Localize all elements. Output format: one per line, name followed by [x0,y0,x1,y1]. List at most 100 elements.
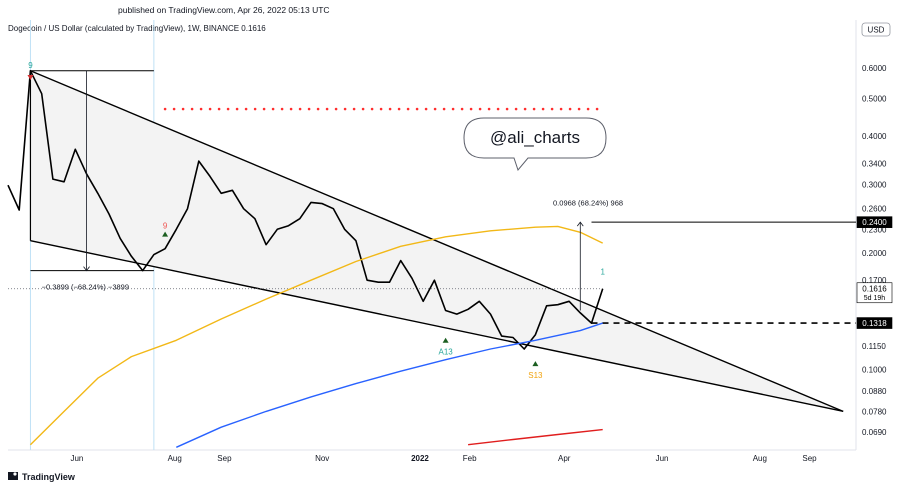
red-dot [307,107,311,111]
signal-arrow-icon [27,74,34,80]
red-dot [298,107,302,111]
x-tick-label: Sep [802,454,817,463]
red-dot [442,107,446,111]
red-dot [253,107,257,111]
price-tag-label-1: 0.1616 [862,284,887,293]
brand-label: TradingView [22,472,76,482]
red-dot [514,107,518,111]
price-tag-sub-1: 5d 19h [864,295,886,302]
red-dot [406,107,410,111]
series-line-0 [7,70,604,350]
annotation-label-2: A13 [439,348,454,357]
red-dot [334,107,338,111]
falling-wedge [29,70,844,413]
y-tick-label: 0.0780 [862,407,887,416]
red-dot [397,107,401,111]
tv-logo-icon [8,472,18,480]
x-tick-label: Sep [217,454,232,463]
red-dot [244,107,248,111]
red-dot [424,107,428,111]
red-dot [379,107,383,111]
red-dot [271,107,275,111]
red-dot [181,107,185,111]
red-dot [262,107,266,111]
series-line-3 [468,428,603,446]
red-dot [541,107,545,111]
red-dot [478,107,482,111]
wedge-lower-line [30,240,844,413]
x-tick-label: Aug [168,454,182,463]
symbol-title: Dogecoin / US Dollar (calculated by Trad… [8,24,266,33]
y-tick-label: 0.6000 [862,64,887,73]
measure-arrow-1 [576,221,584,227]
annotation-label-3: S13 [528,371,543,380]
red-dot [433,107,437,111]
tradingview-logo: TradingView [8,472,76,482]
y-tick-label: 0.1700 [862,276,887,285]
red-dot [316,107,320,111]
x-tick-label: Apr [558,454,571,463]
price-tag-box-1 [856,282,893,304]
measure-label-0: −0.3899 (−68.24%) −3899 [42,282,129,291]
red-dot [226,107,230,111]
published-line: published on TradingView.com, Apr 26, 20… [118,5,330,15]
signal-arrow-icon [532,361,539,367]
red-dot [190,107,194,111]
x-tick-label: Nov [315,454,329,463]
red-dot [460,107,464,111]
red-dot [352,107,356,111]
watermark-text: @ali_charts [490,128,580,147]
red-dot [325,107,329,111]
red-dot [586,107,590,111]
red-dot [388,107,392,111]
price-tag-label-2: 0.1318 [862,319,887,328]
red-dot [361,107,365,111]
price-tags: 0.2400 0.1616 5d 19h 0.1318 [856,216,893,329]
annotation-label-4: 1 [600,267,605,276]
red-dot [199,107,203,111]
y-tick-label: 0.4000 [862,132,887,141]
series-line-2 [176,322,603,448]
series-line-1 [29,225,604,446]
x-tick-label: 2022 [411,454,429,463]
horizontal-lines [8,70,856,324]
signal-arrow-icon [162,231,169,237]
y-tick-label: 0.5000 [862,95,887,104]
x-axis-ticks: Jun Aug Sep Nov 2022 Feb Apr Jun Aug Sep [70,454,817,463]
wedge-upper-line [30,70,844,413]
red-dot [595,107,599,111]
red-dot [550,107,554,111]
red-dot [505,107,509,111]
x-tick-label: Feb [463,454,477,463]
td-annotations: 9 9 A13 S13 1 [27,61,605,380]
red-dot [577,107,581,111]
watermark-bubble: @ali_charts [463,117,607,172]
signal-arrow-icon [442,337,449,343]
measure-label-1: 0.0968 (68.24%) 968 [553,198,623,207]
red-dot [208,107,212,111]
red-dot [451,107,455,111]
price-tag-box-0 [856,216,893,228]
red-dot [496,107,500,111]
measure-arrow-0 [83,266,90,272]
y-tick-label: 0.3000 [862,181,887,190]
y-axis-ticks: 0.6000 0.5000 0.4000 0.3400 0.3000 0.2600 0.23… [862,64,887,437]
red-dot [370,107,374,111]
red-dot [235,107,239,111]
red-dot [469,107,473,111]
red-dot [568,107,572,111]
y-tick-label: 0.0880 [862,387,887,396]
series-lines [7,70,604,448]
currency-label: USD [868,26,885,35]
red-dot [280,107,284,111]
red-dot [163,107,167,111]
red-dot [532,107,536,111]
red-dot [487,107,491,111]
price-tag-label-0: 0.2400 [862,218,887,227]
red-dot [343,107,347,111]
y-tick-label: 0.3400 [862,160,887,169]
x-tick-label: Jun [70,454,83,463]
y-tick-label: 0.1000 [862,366,887,375]
currency-button[interactable]: USD [861,22,891,37]
